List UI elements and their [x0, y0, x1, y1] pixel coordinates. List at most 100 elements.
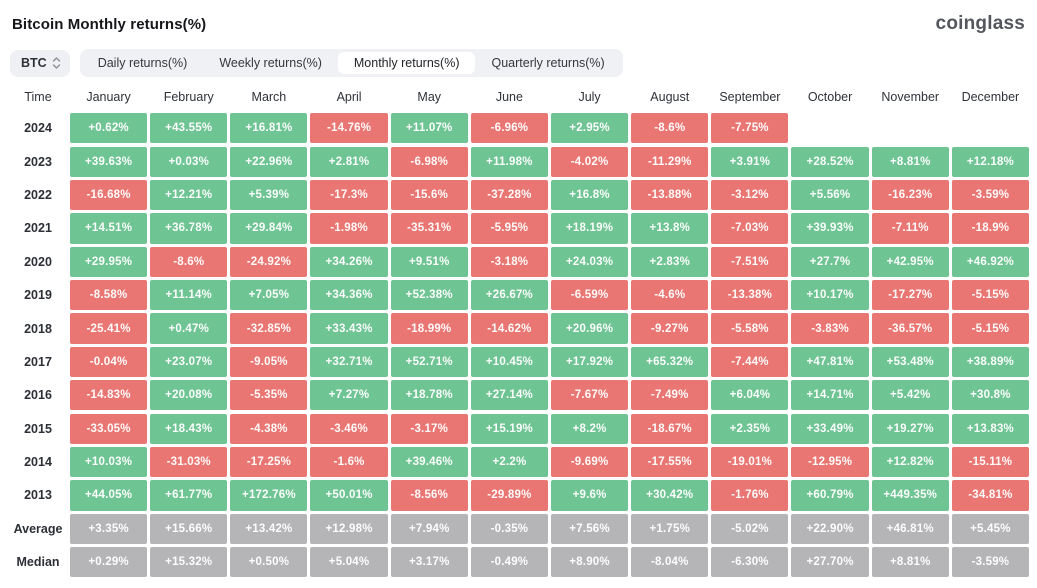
return-cell: -17.3% [310, 179, 388, 211]
row-label-2019: 2019 [24, 288, 52, 303]
return-cell: +11.07% [390, 113, 468, 144]
return-cell: +16.81% [230, 113, 308, 144]
return-cell: +5.56% [791, 179, 869, 211]
return-cell: -12.95% [791, 446, 869, 478]
return-cell: +172.76% [230, 480, 308, 511]
return-cell: -5.58% [711, 313, 789, 344]
return-cell: +3.91% [711, 146, 789, 177]
return-cell: +27.7% [791, 246, 869, 277]
return-cell: -1.6% [310, 446, 388, 478]
return-cell: +61.77% [150, 480, 228, 511]
column-header-october: October [807, 90, 853, 104]
symbol-selector-value: BTC [21, 56, 47, 70]
return-cell: +2.2% [470, 446, 548, 478]
return-cell: +5.42% [871, 380, 949, 411]
return-cell: +0.50% [230, 547, 308, 578]
return-cell: -15.11% [951, 446, 1029, 478]
return-cell: +36.78% [150, 213, 228, 244]
return-cell: +14.71% [791, 380, 869, 411]
return-cell: +47.81% [791, 346, 869, 377]
return-cell: -25.41% [70, 313, 148, 344]
return-cell: +2.83% [631, 246, 709, 277]
return-cell: -7.51% [711, 246, 789, 277]
time-column-header: Time [24, 90, 52, 104]
row-label-2022: 2022 [24, 188, 52, 203]
return-cell: +34.36% [310, 280, 388, 311]
return-cell: +2.95% [550, 113, 629, 144]
return-cell: +16.8% [550, 179, 629, 211]
return-cell: +18.19% [550, 213, 629, 244]
return-cell: -9.05% [230, 346, 308, 377]
return-cell: +46.92% [951, 246, 1029, 277]
topbar: Bitcoin Monthly returns(%) coinglass [8, 12, 1029, 36]
return-cell: -3.17% [390, 413, 468, 444]
return-cell: -16.68% [70, 179, 148, 211]
return-cell: -0.35% [470, 513, 548, 544]
column-header-december: December [961, 90, 1020, 104]
return-cell: -13.38% [711, 280, 789, 311]
row-label-average: Average [13, 521, 63, 536]
return-cell: -32.85% [230, 313, 308, 344]
return-cell: -5.15% [951, 280, 1029, 311]
return-cell: +22.90% [791, 513, 869, 544]
return-cell: +32.71% [310, 346, 388, 377]
controls-row: BTC Daily returns(%) Weekly returns(%) Mon… [8, 49, 1029, 77]
return-cell: +34.26% [310, 246, 388, 277]
return-cell: -13.88% [631, 179, 709, 211]
return-cell: +0.29% [70, 547, 148, 578]
return-cell: +18.78% [390, 380, 468, 411]
return-cell: +7.27% [310, 380, 388, 411]
return-cell: +7.56% [550, 513, 629, 544]
return-cell: +15.32% [150, 547, 228, 578]
return-cell: -4.38% [230, 413, 308, 444]
row-label-2024: 2024 [24, 121, 52, 136]
row-label-2014: 2014 [24, 455, 52, 470]
return-cell: +13.83% [951, 413, 1029, 444]
return-cell: +8.90% [550, 547, 629, 578]
return-cell: +6.04% [711, 380, 789, 411]
return-cell: -6.98% [390, 146, 468, 177]
return-cell: -16.23% [871, 179, 949, 211]
return-cell: +29.95% [70, 246, 148, 277]
return-cell: +52.71% [390, 346, 468, 377]
return-cell: -8.6% [631, 113, 709, 144]
return-cell: +5.39% [230, 179, 308, 211]
return-cell: -8.58% [70, 280, 148, 311]
return-cell: +27.14% [470, 380, 548, 411]
return-cell: -3.46% [310, 413, 388, 444]
return-cell: +27.70% [791, 547, 869, 578]
return-cell: -17.27% [871, 280, 949, 311]
return-cell: +8.2% [550, 413, 629, 444]
return-cell: -17.55% [631, 446, 709, 478]
return-cell: +3.35% [70, 513, 148, 544]
return-cell: -3.59% [951, 547, 1029, 578]
return-cell-empty [872, 113, 949, 143]
row-label-2013: 2013 [24, 488, 52, 503]
return-cell: -8.6% [150, 246, 228, 277]
return-cell: -5.95% [470, 213, 548, 244]
tab-weekly-returns[interactable]: Weekly returns(%) [203, 52, 338, 74]
tab-daily-returns[interactable]: Daily returns(%) [82, 52, 204, 74]
return-cell: +24.03% [550, 246, 629, 277]
return-cell: +53.48% [871, 346, 949, 377]
return-cell-empty [952, 113, 1029, 143]
row-label-2018: 2018 [24, 321, 52, 336]
return-cell: +30.42% [631, 480, 709, 511]
returns-table-wrap: Time January February March April May June July… [8, 86, 1029, 578]
return-cell: +26.67% [470, 280, 548, 311]
return-cell: -1.98% [310, 213, 388, 244]
return-cell: -14.83% [70, 380, 148, 411]
return-cell: +12.18% [951, 146, 1029, 177]
tab-monthly-returns[interactable]: Monthly returns(%) [337, 52, 476, 74]
return-cell: +17.92% [550, 346, 629, 377]
row-label-2017: 2017 [24, 354, 52, 369]
return-cell: +20.08% [150, 380, 228, 411]
symbol-selector[interactable]: BTC [10, 49, 70, 77]
return-cell: +9.6% [550, 480, 629, 511]
return-cell: +33.43% [310, 313, 388, 344]
return-cell: +3.17% [390, 547, 468, 578]
return-cell: +1.75% [631, 513, 709, 544]
tab-quarterly-returns[interactable]: Quarterly returns(%) [475, 52, 620, 74]
return-cell: -5.35% [230, 380, 308, 411]
return-cell: +7.05% [230, 280, 308, 311]
